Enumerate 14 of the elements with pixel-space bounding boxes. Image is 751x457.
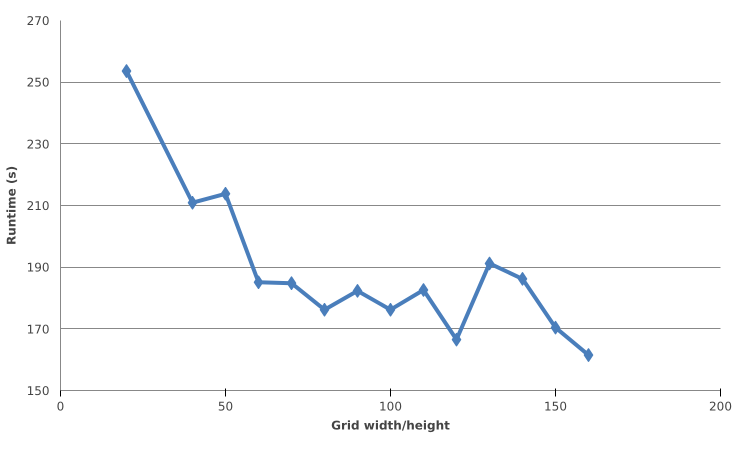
y-tick-label: 150 [26, 384, 50, 398]
y-tick-label: 230 [26, 137, 50, 152]
y-axis-title: Runtime (s) [4, 166, 19, 246]
y-tick-label: 210 [26, 199, 50, 213]
x-tick-label: 0 [56, 400, 64, 414]
x-axis-title: Grid width/height [331, 418, 450, 432]
x-tick-label: 150 [544, 400, 567, 414]
x-tick-label: 200 [709, 400, 732, 414]
y-tick-label: 250 [26, 76, 50, 90]
y-tick-label: 170 [26, 322, 50, 336]
y-tick-label: 270 [26, 14, 50, 28]
x-tick-label: 50 [218, 400, 234, 414]
y-tick-label: 190 [26, 260, 50, 275]
x-tick-label: 100 [379, 400, 402, 414]
